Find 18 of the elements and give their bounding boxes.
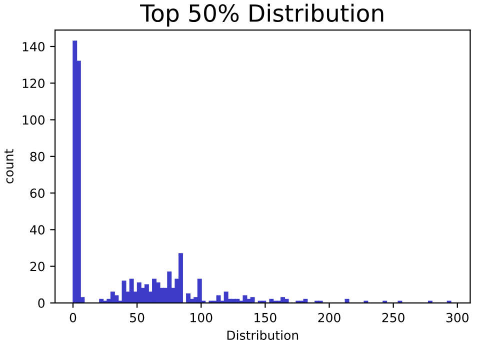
y-tick-label: 140 [22,42,45,52]
x-tick-label: 200 [318,312,340,322]
y-tick-label: 100 [22,115,45,125]
y-tick-label: 120 [22,78,45,88]
y-tick-label: 40 [30,225,45,235]
x-tick-label: 250 [382,312,404,322]
x-tick-label: 100 [190,312,212,322]
y-tick-label: 80 [30,152,45,162]
x-tick-label: 0 [70,312,76,322]
y-tick-label: 0 [38,298,45,308]
x-tick-label: 150 [254,312,276,322]
x-tick-label: 50 [130,312,144,322]
y-tick-label: 20 [30,262,45,272]
y-tick-label: 60 [30,188,45,198]
x-tick-label: 300 [446,312,468,322]
chart-title: Top 50% Distribution [140,4,384,27]
x-axis-title: Distribution [227,330,298,340]
y-axis-title: count [4,149,14,184]
